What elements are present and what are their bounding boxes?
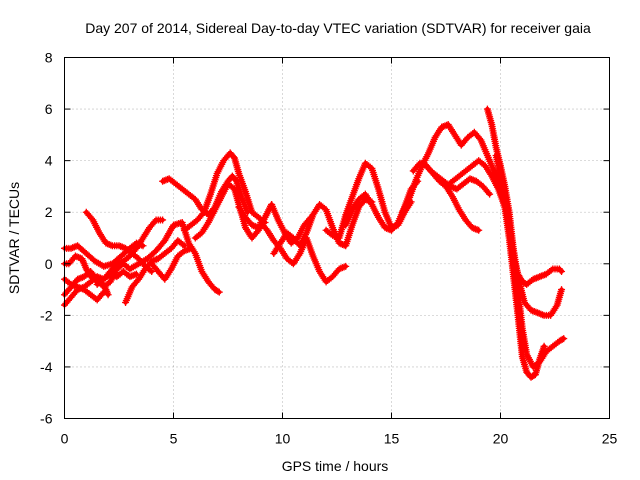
plot-frame (64, 57, 610, 419)
series-markers (93, 216, 167, 288)
series-markers (82, 208, 156, 276)
series-track (483, 105, 568, 371)
x-tick-label: 20 (493, 431, 509, 447)
series-markers (180, 149, 269, 234)
series-markers (257, 219, 350, 286)
y-tick-label: 8 (45, 50, 53, 66)
series-markers (420, 159, 494, 198)
series-markers (270, 195, 376, 257)
series-track (492, 151, 548, 381)
series-track (148, 244, 195, 283)
series-markers (442, 182, 483, 234)
series-track (270, 195, 376, 257)
series-markers (483, 105, 568, 371)
x-tick-label: 0 (61, 431, 69, 447)
y-tick-label: -4 (40, 359, 53, 375)
series-markers (122, 237, 188, 306)
series-track (126, 219, 223, 296)
x-axis-label: GPS time / hours (282, 458, 389, 474)
series-track (442, 182, 483, 234)
series-markers (409, 157, 566, 319)
grid (64, 57, 610, 419)
series-track (122, 237, 188, 306)
y-axis-label: SDTVAR / TECUs (6, 182, 22, 294)
series-markers (126, 219, 223, 296)
series-markers (510, 255, 566, 288)
x-tick-label: 25 (602, 431, 618, 447)
series-track (420, 159, 494, 198)
series-track (61, 239, 147, 270)
chart-title: Day 207 of 2014, Sidereal Day-to-day VTE… (85, 20, 591, 36)
y-tick-label: 0 (45, 256, 53, 272)
series-track (61, 275, 108, 304)
series-track (510, 255, 566, 288)
x-tick-label: 15 (384, 431, 400, 447)
y-tick-label: 6 (45, 101, 53, 117)
series-markers (148, 244, 195, 283)
series-track (93, 216, 167, 288)
series-track (180, 149, 269, 234)
y-tick-label: 2 (45, 204, 53, 220)
axis-ticks: 0 5 10 15 20 25 -6 -4 -2 0 2 4 6 8 (40, 50, 617, 447)
x-tick-label: 5 (170, 431, 178, 447)
series-track (409, 157, 566, 319)
plot-series (61, 105, 568, 381)
y-tick-label: 4 (45, 153, 53, 169)
series-line (411, 158, 564, 318)
y-tick-label: -6 (40, 411, 53, 427)
x-tick-label: 10 (275, 431, 291, 447)
series-markers (492, 151, 548, 381)
y-tick-label: -2 (40, 307, 53, 323)
